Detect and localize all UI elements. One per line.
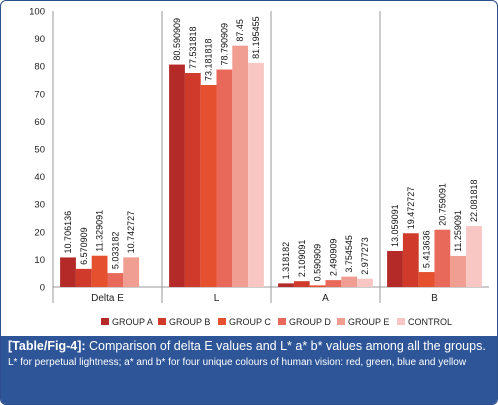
bar <box>232 45 249 287</box>
legend-swatch <box>337 318 345 325</box>
bar <box>169 64 185 287</box>
caption-tag: [Table/Fig-4]: <box>8 339 86 353</box>
category-label: L <box>214 293 220 304</box>
bar <box>123 257 140 287</box>
bar <box>402 233 419 287</box>
bar <box>278 283 294 287</box>
data-label: 77.531818 <box>188 26 198 69</box>
category-label: B <box>431 293 438 304</box>
data-label: 78.790909 <box>219 23 229 66</box>
data-label: 5.033182 <box>110 232 120 270</box>
data-label: 2.490909 <box>328 239 338 277</box>
legend-label: GROUP A <box>112 317 153 327</box>
category-label: A <box>322 293 329 304</box>
y-tick-label: 90 <box>34 34 45 45</box>
data-label: 11.259091 <box>453 210 463 252</box>
bar <box>434 229 451 287</box>
bar <box>75 268 92 287</box>
data-label: 10.706136 <box>63 211 73 254</box>
data-label: 10.742727 <box>126 211 136 254</box>
caption-text: Comparison of delta E values and L* a* b… <box>85 339 486 353</box>
bar <box>107 273 124 287</box>
y-tick-label: 50 <box>34 145 45 156</box>
bar <box>309 285 326 287</box>
data-label: 20.759091 <box>437 183 447 226</box>
bar <box>184 73 201 288</box>
caption-title: [Table/Fig-4]: Comparison of delta E val… <box>8 339 489 354</box>
data-label: 5.413636 <box>422 231 432 269</box>
bar <box>450 255 467 287</box>
legend-label: CONTROL <box>408 317 452 327</box>
data-label: 1.318182 <box>281 242 291 280</box>
data-label: 2.109091 <box>297 240 307 278</box>
legend-swatch <box>397 318 405 325</box>
y-tick-label: 70 <box>34 89 45 100</box>
y-tick-label: 20 <box>34 227 45 238</box>
caption-note: L* for perpetual lightness; a* and b* fo… <box>8 357 467 368</box>
legend-swatch <box>101 318 109 325</box>
bar <box>325 280 342 287</box>
legend-swatch <box>218 318 226 325</box>
bar <box>91 255 108 287</box>
bar <box>200 85 217 287</box>
data-label: 3.754545 <box>344 235 354 273</box>
data-label: 22.081818 <box>469 180 479 223</box>
bar <box>293 281 310 287</box>
y-tick-label: 30 <box>34 200 45 211</box>
legend-label: GROUP C <box>229 317 271 327</box>
data-label: 2.977273 <box>360 237 370 275</box>
data-label: 81.195455 <box>251 16 261 59</box>
bar <box>357 278 373 287</box>
bar <box>466 226 482 287</box>
bar <box>418 272 435 287</box>
caption-box: [Table/Fig-4]: Comparison of delta E val… <box>1 336 497 404</box>
data-label: 73.181818 <box>204 38 214 81</box>
legend-swatch <box>278 318 286 325</box>
y-tick-label: 80 <box>34 62 45 73</box>
y-tick-label: 0 <box>40 283 45 294</box>
legend-label: GROUP E <box>348 317 389 327</box>
bar <box>216 69 233 287</box>
data-label: 19.472727 <box>406 187 416 230</box>
bar <box>248 62 264 287</box>
data-label: 13.059091 <box>390 204 400 247</box>
data-label: 80.590909 <box>172 18 182 61</box>
bar <box>341 276 358 287</box>
bar <box>387 250 403 287</box>
legend-label: GROUP B <box>169 317 210 327</box>
data-label: 87.45 <box>235 19 245 42</box>
y-tick-label: 100 <box>29 7 45 18</box>
category-label: Delta E <box>91 293 124 304</box>
y-tick-label: 40 <box>34 172 45 183</box>
bar-chart: 0 10 20 30 40 50 60 70 80 90 100 Delta E L A B 10.70613… <box>29 7 489 327</box>
legend-label: GROUP D <box>289 317 331 327</box>
data-label: 11.329091 <box>95 210 105 252</box>
y-tick-label: 60 <box>34 117 45 128</box>
data-label: 0.590909 <box>313 244 323 282</box>
data-label: 6.570909 <box>79 227 89 265</box>
bar <box>60 257 76 287</box>
legend-swatch <box>158 318 166 325</box>
y-tick-label: 10 <box>34 255 45 266</box>
